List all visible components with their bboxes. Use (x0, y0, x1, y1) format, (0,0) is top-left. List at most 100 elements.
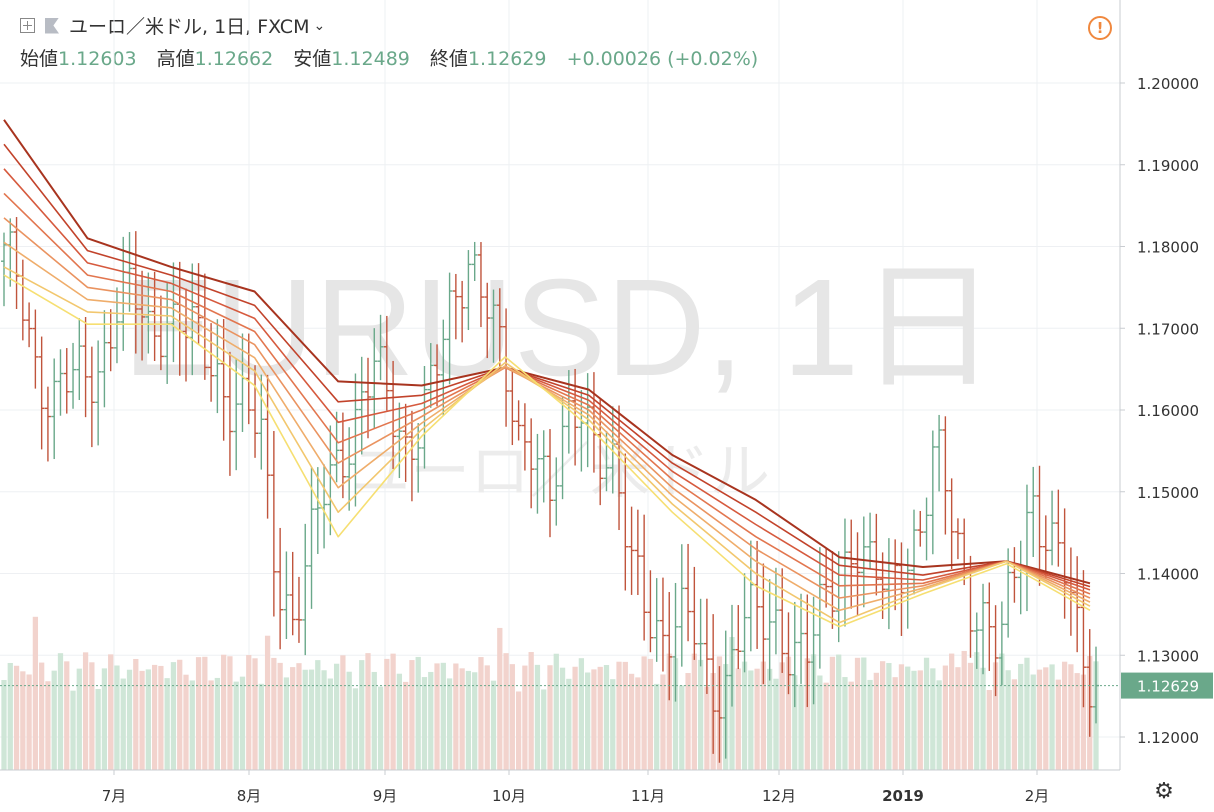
volume-bar (333, 663, 340, 770)
volume-bar (974, 652, 980, 770)
alert-icon[interactable]: ! (1088, 16, 1112, 40)
plus-box-icon[interactable] (20, 18, 35, 33)
volume-bar (108, 654, 114, 770)
volume-bar (566, 678, 572, 770)
volume-bar (384, 658, 390, 770)
volume-bar (779, 662, 785, 770)
volume-bar (183, 674, 189, 770)
volume-bar (1049, 664, 1055, 770)
volume-bar (1030, 674, 1036, 770)
y-tick-label: 1.12000 (1137, 729, 1199, 747)
volume-bar (164, 678, 170, 770)
volume-bar (980, 667, 986, 770)
volume-bar (1005, 670, 1011, 770)
close-value: 1.12629 (467, 48, 547, 70)
volume-bar (51, 670, 57, 770)
volume-bar (1018, 663, 1024, 770)
volume-bar (792, 675, 798, 770)
gear-icon[interactable]: ⚙ (1154, 779, 1174, 804)
volume-bar (377, 686, 384, 770)
volume-bar (635, 677, 641, 770)
volume-bar (559, 667, 566, 770)
volume-bar (672, 658, 679, 770)
volume-bar (905, 666, 911, 770)
volume-bar (26, 674, 32, 770)
x-tick-label: 10月 (492, 787, 526, 805)
volume-bar (70, 690, 76, 770)
volume-bar (616, 661, 622, 770)
ma-ribbon-line (3, 143, 1091, 588)
volume-bar (503, 653, 509, 770)
volume-bar (371, 671, 377, 770)
volume-bar (195, 657, 202, 770)
volume-bar (999, 653, 1005, 770)
volume-bar (465, 670, 472, 770)
volume-bar (321, 670, 327, 770)
y-tick-label: 1.20000 (1137, 75, 1199, 93)
volume-bar (89, 662, 95, 770)
volume-bar (101, 668, 108, 770)
last-price-tag (1121, 672, 1213, 699)
volume-bar (290, 667, 296, 770)
volume-bar (32, 616, 39, 770)
volume-bar (359, 660, 365, 770)
volume-bar (57, 653, 64, 770)
volume-bar (440, 662, 446, 770)
volume-bar (823, 682, 829, 770)
volume-bar (660, 674, 666, 770)
volume-bar (547, 665, 553, 770)
volume-bar (898, 664, 905, 770)
volume-bar (685, 673, 691, 770)
volume-bar (283, 677, 290, 770)
ma-ribbon-line (3, 274, 1091, 628)
volume-bar (748, 670, 754, 770)
volume-bar (459, 668, 465, 770)
volume-bar (396, 673, 403, 770)
volume-bar (867, 679, 873, 770)
volume-bar (1080, 674, 1087, 770)
volume-bar (13, 665, 20, 770)
volume-bar (873, 672, 879, 770)
volume-bar (817, 675, 823, 770)
volume-bar (208, 680, 214, 770)
ma-ribbon-line (3, 119, 1091, 585)
open-value: 1.12603 (58, 48, 137, 70)
chevron-down-icon[interactable]: ⌄ (313, 17, 326, 34)
volume-bar (428, 671, 434, 770)
volume-bar (277, 662, 283, 770)
close-label: 終値 (429, 48, 468, 70)
volume-bar (151, 664, 158, 770)
volume-bar (264, 635, 271, 770)
volume-bar (522, 665, 528, 770)
volume-bar (1074, 673, 1080, 770)
high-value: 1.12662 (194, 48, 274, 70)
x-tick-label: 2019 (882, 787, 924, 805)
volume-bar (221, 654, 227, 770)
x-tick-label: 9月 (373, 787, 398, 805)
volume-bar (992, 662, 999, 770)
volume-bar (45, 681, 51, 770)
volume-bar (754, 668, 760, 770)
y-tick-label: 1.13000 (1137, 647, 1199, 665)
volume-bar (785, 656, 792, 770)
low-value: 1.12489 (331, 48, 410, 70)
y-tick-label: 1.14000 (1137, 566, 1199, 584)
volume-bar (528, 652, 534, 770)
volume-bar (591, 669, 597, 770)
volume-bar (308, 669, 315, 770)
volume-bar (578, 658, 585, 770)
volume-bar (233, 681, 239, 770)
volume-bar (697, 659, 704, 770)
volume-bar (434, 663, 440, 770)
volume-bar (271, 657, 277, 770)
volume-bar (365, 653, 371, 770)
volume-bar (490, 680, 497, 770)
volume-bar (296, 663, 302, 770)
y-tick-label: 1.17000 (1137, 320, 1199, 338)
volume-bar (484, 665, 490, 770)
volume-bar (82, 652, 89, 770)
volume-bar (403, 681, 409, 770)
ohlc-legend: 始値1.12603 高値1.12662 安値1.12489 終値1.12629 … (20, 44, 772, 71)
volume-bar (622, 661, 628, 770)
